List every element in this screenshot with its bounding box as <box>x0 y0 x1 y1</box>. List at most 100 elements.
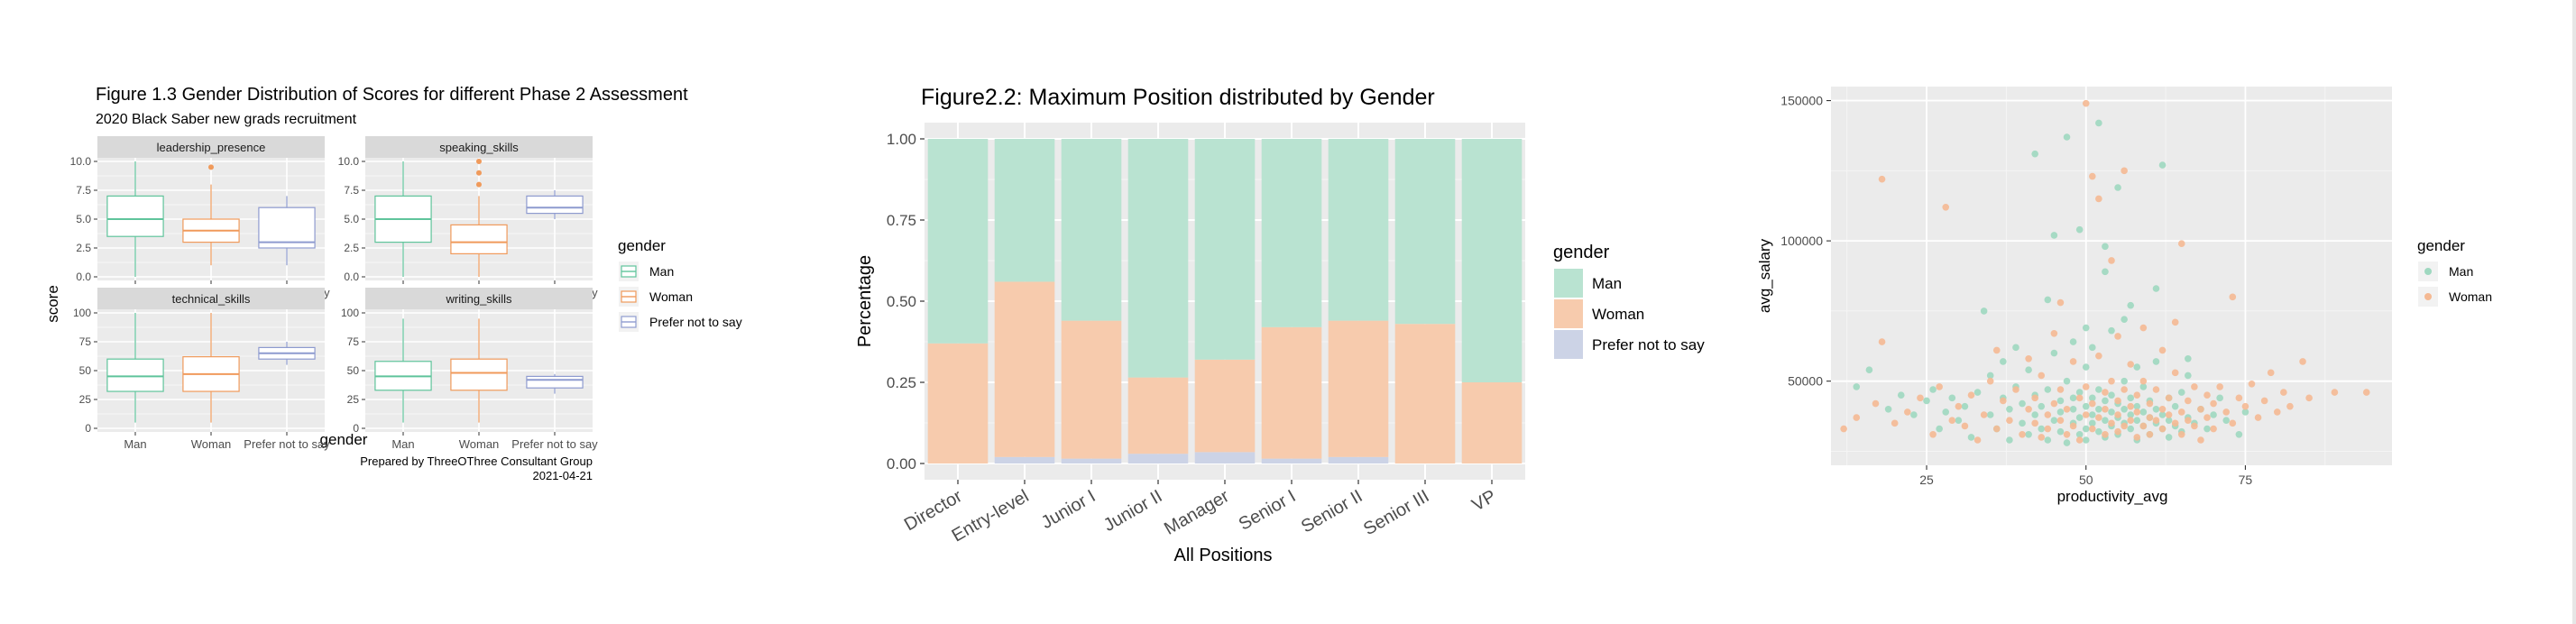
scatter-point-woman <box>2038 372 2046 380</box>
scatter-point-man <box>2075 389 2084 396</box>
window-scrollbar[interactable] <box>2572 0 2576 624</box>
scatter-point-woman <box>2108 257 2115 264</box>
legend-entry-woman: Woman <box>619 287 693 307</box>
outlier-point <box>476 159 482 164</box>
box-man <box>374 318 432 423</box>
scatter-point-man <box>1929 386 1937 393</box>
box-caption-line-1: Prepared by ThreeOThree Consultant Group <box>360 454 593 468</box>
facet-strip-label: writing_skills <box>446 292 512 306</box>
legend-entry-man: Man <box>1554 269 1622 298</box>
scatter-point-woman <box>2121 386 2128 393</box>
scatter-point-man <box>2082 363 2090 371</box>
box-body <box>526 375 584 389</box>
scatter-point-woman <box>2056 386 2065 393</box>
bar-segment-woman <box>1194 359 1256 453</box>
scatter-point-woman <box>2031 419 2038 427</box>
scatter-point-woman <box>2152 417 2160 425</box>
scatter-point-woman <box>2286 402 2294 410</box>
x-tick-label: Man <box>391 437 414 451</box>
y-tick-label: 5.0 <box>344 213 359 225</box>
scatter-point-man <box>1955 417 1963 425</box>
scatter-point-man <box>2114 184 2121 191</box>
scatter-point-man <box>2171 402 2179 410</box>
scatter-point-man <box>2127 394 2135 402</box>
scatter-point-woman <box>1878 175 1886 183</box>
stacked-bar-figure: Figure2.2: Maximum Position distributed … <box>855 85 1705 565</box>
bar-legend-title: gender <box>1553 243 1610 262</box>
scatter-point-man <box>2031 150 2038 158</box>
legend-label: Woman <box>2449 289 2492 304</box>
scatter-point-man <box>2088 344 2096 352</box>
bar-segment-man <box>1061 139 1122 321</box>
facet-technical-skills: technical_skills 0 25 50 75 100 Man Woman Prefer… <box>73 288 330 451</box>
bar-chart-title: Figure2.2: Maximum Position distributed … <box>921 85 1435 110</box>
scatter-point-man <box>1973 389 1982 396</box>
scatter-point-man <box>2102 268 2109 276</box>
scatter-point-woman <box>1872 399 1880 408</box>
scatter-point-woman <box>2133 391 2141 399</box>
scatter-point-man <box>2095 386 2102 393</box>
legend-key <box>1554 269 1583 298</box>
x-tick-label: 50 <box>2079 473 2093 487</box>
facet-speaking-skills: speaking_skills0.02.55.07.510.0ManWomanP… <box>338 136 598 299</box>
scatter-point-woman <box>2260 397 2268 405</box>
scatter-point-man <box>1967 434 1975 441</box>
scatter-point-man <box>2108 391 2115 399</box>
box-woman <box>182 313 240 423</box>
legend-entry-man: Man <box>2418 262 2473 281</box>
scatter-point-man <box>2185 354 2192 362</box>
bar-segment-man <box>1328 139 1389 321</box>
scatter-point-woman <box>2044 411 2052 418</box>
scatter-point-woman <box>2254 414 2262 421</box>
box-woman <box>182 164 240 266</box>
box-body <box>258 206 316 249</box>
scatter-point-woman <box>2088 425 2096 433</box>
scatter-point-man <box>2075 430 2084 438</box>
scatter-point-woman <box>2102 389 2109 396</box>
scatter-point-man <box>2152 358 2160 365</box>
bar-segment-prefer-not-to-say <box>994 456 1055 463</box>
scatter-axes: 25 50 75 50000 100000 150000 <box>1780 94 2252 487</box>
scatter-point-man <box>2158 411 2167 418</box>
bar-stack-director <box>927 139 989 463</box>
scatter-point-man <box>2038 402 2046 410</box>
scatter-point-woman <box>2139 324 2148 332</box>
scatter-point-woman <box>1853 414 1861 421</box>
scatter-point-woman <box>2088 172 2096 180</box>
scatter-point-man <box>2235 430 2243 438</box>
scatter-point-woman <box>1992 425 2001 433</box>
scatter-point-man <box>1884 405 1892 413</box>
scatter-point-man <box>2069 405 2077 413</box>
legend-entry-man: Man <box>619 262 674 281</box>
scatter-point-woman <box>2082 383 2090 390</box>
scatter-point-woman <box>2133 434 2141 441</box>
facet-strip <box>97 288 325 309</box>
y-tick-label: 50000 <box>1788 374 1823 389</box>
facet-panels: leadership_presence 0.0 2.5 5.0 7.5 10.0 Man Wo… <box>70 136 598 451</box>
scatter-point-man <box>2075 414 2084 421</box>
facet-strip <box>365 288 593 309</box>
scatter-point-woman <box>2114 333 2121 340</box>
scatter-point-man <box>2069 338 2077 345</box>
scatter-point-man <box>2127 411 2135 418</box>
x-tick-label: Senior III <box>1360 486 1432 539</box>
facet-strip-label: leadership_presence <box>157 141 266 154</box>
bar-segment-woman <box>1328 320 1389 457</box>
bar-segment-woman <box>994 281 1055 457</box>
scatter-point-man <box>1942 408 1950 416</box>
scatter-point-woman <box>2235 394 2243 402</box>
legend-label: Prefer not to say <box>649 315 742 329</box>
y-tick-label: 5.0 <box>76 213 91 225</box>
scatter-point-woman <box>2114 411 2121 418</box>
scatter-point-man <box>2031 411 2038 418</box>
scatter-point-woman <box>2210 425 2217 433</box>
scatter-y-axis-label: avg_salary <box>1756 238 1773 313</box>
scatter-point-woman <box>2082 99 2090 107</box>
facet-strip <box>97 136 325 158</box>
scatter-point-man <box>2108 326 2115 335</box>
scatter-point-woman <box>2203 391 2211 399</box>
y-tick-label: 10.0 <box>338 155 360 168</box>
scatter-point-woman <box>2197 436 2204 444</box>
scatter-point-man <box>2095 405 2102 413</box>
bar-legend: gender Man Woman Prefer not to say <box>1553 243 1705 359</box>
